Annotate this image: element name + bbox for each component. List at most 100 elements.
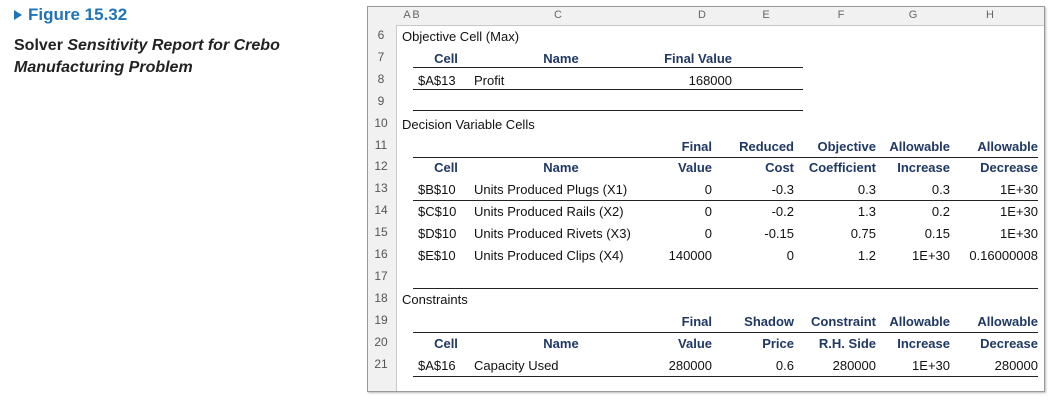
col-g-value: Increase (897, 160, 950, 176)
col-f-value: 1.3 (857, 204, 876, 220)
col-f-value: Constraint (811, 313, 876, 329)
row-number: 15 (374, 225, 388, 240)
table-rule (413, 156, 1038, 158)
final-value: 168000 (688, 72, 732, 88)
table-rule (413, 66, 803, 68)
row-number: 11 (374, 137, 388, 152)
cell-name: Units Produced Plugs (X1) (474, 182, 628, 198)
description-italic: Sensitivity Report (67, 37, 204, 54)
figure-label: Figure 15.32 (14, 4, 344, 26)
cell-address: $A$16 (418, 357, 456, 373)
col-f-value: Coefficient (808, 160, 876, 176)
col-h-value: Allowable (977, 313, 1038, 329)
col-e-value: Cost (765, 160, 794, 176)
row-number: 7 (377, 49, 385, 64)
column-header-b: B (412, 9, 420, 21)
col-h-value: 1E+30 (1000, 204, 1038, 220)
col-d-value: 0 (704, 204, 712, 220)
row-header-bar: 6 7 8 9 10 11 12 13 14 15 16 17 18 19 20 21 (368, 25, 397, 391)
row-number: 13 (374, 181, 388, 196)
col-g-value: 0.2 (931, 204, 950, 220)
col-h-value: 280000 (994, 357, 1038, 373)
row-number: 16 (374, 247, 388, 261)
col-f-value: R.H. Side (818, 335, 876, 351)
row-number: 19 (374, 312, 388, 327)
figure-caption: Figure 15.32 Solver Sensitivity Report f… (14, 4, 344, 79)
section-title: Objective Cell (Max) (402, 29, 520, 44)
column-header-h: H (986, 9, 994, 21)
col-d-value: 140000 (668, 248, 712, 263)
cell-address: Cell (434, 50, 458, 66)
col-d-value: Value (678, 335, 712, 351)
figure-number: Figure 15.32 (28, 5, 128, 24)
col-f-value: Objective (817, 138, 876, 154)
cell-address: $C$10 (418, 204, 457, 220)
section-title: Constraints (402, 291, 468, 307)
cell-address: $A$13 (418, 72, 456, 88)
col-g-value: Increase (897, 335, 950, 351)
col-g-value: 1E+30 (912, 357, 950, 373)
col-f-value: 280000 (832, 357, 876, 373)
row-number: 8 (377, 71, 385, 86)
table-rule (413, 200, 1038, 202)
col-h-value: Decrease (980, 335, 1038, 351)
row-number: 20 (374, 334, 388, 349)
row-number: 10 (374, 115, 388, 130)
table-rule (413, 375, 1038, 377)
col-d-value: Final (681, 313, 712, 329)
cell-address: Cell (434, 335, 458, 351)
col-h-value: 0.16000008 (969, 248, 1038, 263)
col-e-value: -0.2 (771, 204, 794, 220)
col-g-value: Allowable (889, 313, 950, 329)
row-number: 14 (374, 203, 388, 218)
cell-name: Units Produced Clips (X4) (474, 248, 624, 263)
cell-name: Name (543, 335, 579, 351)
column-header-e: E (762, 9, 770, 21)
table-rule (413, 287, 1038, 289)
col-e-value: -0.3 (771, 182, 794, 198)
final-value: Final Value (664, 50, 732, 66)
table-rule (413, 331, 1038, 333)
col-h-value: 1E+30 (1000, 182, 1038, 198)
col-h-value: 1E+30 (1000, 226, 1038, 242)
col-d-value: Value (678, 160, 712, 176)
figure-description: Solver Sensitivity Report for Crebo Manu… (14, 35, 344, 79)
description-part-italic: for Crebo Manufacturing Problem (14, 37, 280, 76)
cell-name: Units Produced Rails (X2) (474, 204, 624, 220)
cell-address: Cell (434, 160, 458, 176)
column-header-a: A (403, 9, 411, 21)
col-d-value: 0 (704, 182, 712, 198)
column-header-f: F (837, 9, 845, 21)
cell-address: $D$10 (418, 226, 457, 242)
col-h-value: Allowable (977, 138, 1038, 154)
table-rule (413, 88, 803, 90)
col-g-value: 1E+30 (912, 248, 950, 263)
section-title: Decision Variable Cells (402, 116, 535, 132)
cell-address: $B$10 (418, 182, 456, 198)
col-e-value: -0.15 (764, 226, 794, 242)
col-g-value: 0.3 (931, 182, 950, 198)
col-e-value: 0 (786, 248, 794, 263)
col-d-value: Final (681, 138, 712, 154)
description-part: Solver (14, 37, 68, 54)
column-header-g: G (908, 9, 918, 21)
row-number: 17 (374, 268, 388, 283)
cell-name: Units Produced Rivets (X3) (474, 226, 631, 242)
col-e-value: 0.6 (775, 357, 794, 373)
col-f-value: 0.3 (857, 182, 876, 198)
col-f-value: 0.75 (850, 226, 876, 242)
col-g-value: 0.15 (924, 226, 950, 242)
col-h-value: Decrease (980, 160, 1038, 176)
cell-name: Capacity Used (474, 357, 559, 373)
col-d-value: 280000 (668, 357, 712, 373)
col-g-value: Allowable (889, 138, 950, 154)
col-f-value: 1.2 (857, 248, 876, 263)
col-d-value: 0 (704, 226, 712, 242)
row-number: 12 (374, 159, 388, 174)
col-e-value: Reduced (739, 138, 794, 154)
column-header-d: D (698, 9, 706, 21)
cell-name: Name (543, 160, 579, 176)
row-number: 21 (374, 356, 388, 371)
